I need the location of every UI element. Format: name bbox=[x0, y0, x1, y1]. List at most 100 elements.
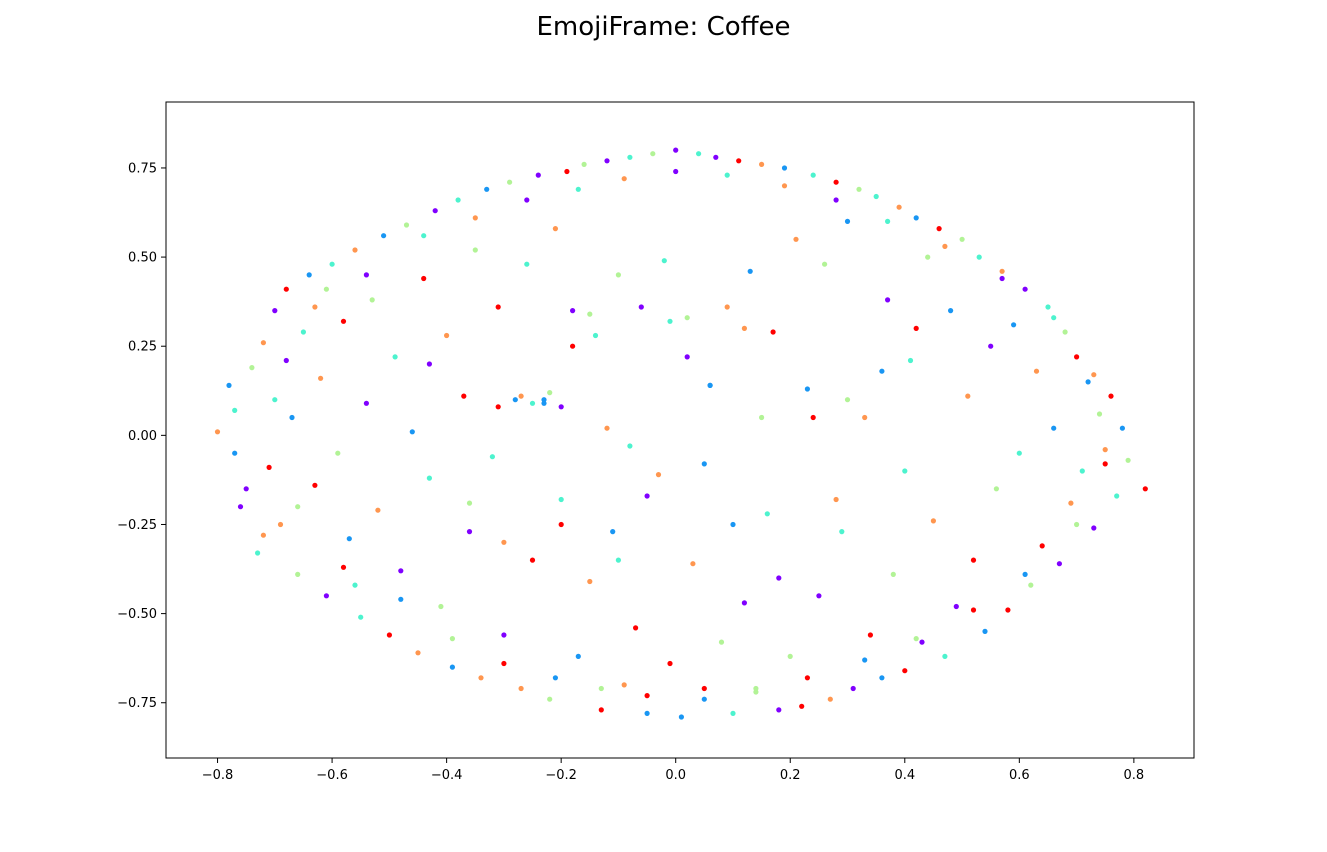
scatter-point bbox=[816, 593, 822, 599]
scatter-point bbox=[581, 161, 587, 167]
scatter-point bbox=[449, 664, 455, 670]
scatter-point bbox=[1079, 468, 1085, 474]
scatter-point bbox=[1011, 322, 1017, 328]
scatter-point bbox=[730, 710, 736, 717]
scatter-point bbox=[1102, 447, 1108, 453]
scatter-point bbox=[810, 172, 816, 178]
scatter-point bbox=[759, 414, 765, 421]
scatter-point bbox=[363, 400, 369, 406]
scatter-point bbox=[340, 564, 347, 570]
scatter-point bbox=[489, 454, 495, 460]
scatter-point bbox=[409, 429, 415, 435]
x-tick-label: 0.8 bbox=[1124, 768, 1145, 783]
scatter-point bbox=[1051, 425, 1057, 431]
scatter-point bbox=[466, 500, 473, 506]
y-axis: −0.75 −0.50 −0.25 0.00 0.25 0.50 0.75 bbox=[117, 161, 166, 711]
scatter-point bbox=[592, 332, 599, 339]
scatter-point bbox=[638, 304, 644, 310]
scatter-point bbox=[386, 632, 392, 638]
scatter-point bbox=[558, 521, 564, 528]
scatter-point bbox=[283, 357, 289, 364]
scatter-point bbox=[438, 603, 444, 610]
scatter-point bbox=[358, 614, 364, 620]
scatter-point bbox=[844, 397, 851, 403]
scatter-point bbox=[529, 557, 536, 563]
scatter-point bbox=[329, 261, 335, 267]
scatter-point bbox=[724, 304, 730, 310]
scatter-point bbox=[352, 247, 358, 253]
scatter-point bbox=[793, 236, 799, 242]
x-tick-label: 0.6 bbox=[1009, 768, 1030, 783]
scatter-point bbox=[552, 675, 559, 681]
scatter-point bbox=[421, 275, 427, 282]
scatter-point bbox=[547, 390, 553, 396]
scatter-point bbox=[753, 685, 759, 692]
scatter-point bbox=[260, 340, 266, 346]
scatter-point bbox=[999, 268, 1005, 274]
scatter-point bbox=[885, 218, 891, 224]
scatter-point bbox=[249, 365, 255, 371]
scatter-point bbox=[558, 404, 564, 410]
scatter-point bbox=[421, 233, 427, 239]
scatter-point bbox=[850, 685, 856, 692]
scatter-point bbox=[570, 343, 576, 349]
scatter-point bbox=[472, 247, 478, 253]
scatter-point bbox=[214, 429, 221, 435]
scatter-point bbox=[1085, 379, 1091, 385]
scatter-point bbox=[535, 172, 541, 178]
scatter-point bbox=[403, 222, 410, 228]
scatter-point bbox=[449, 636, 455, 642]
scatter-point bbox=[764, 511, 770, 517]
scatter-point bbox=[272, 308, 278, 314]
scatter-point bbox=[776, 707, 782, 713]
scatter-point bbox=[587, 578, 593, 585]
scatter-point bbox=[552, 226, 559, 232]
scatter-point bbox=[558, 496, 564, 503]
scatter-point bbox=[237, 504, 244, 510]
scatter-point bbox=[644, 493, 650, 499]
scatter-point bbox=[255, 550, 261, 556]
scatter-point bbox=[948, 308, 954, 314]
scatter-point bbox=[833, 496, 839, 503]
scatter-point bbox=[312, 304, 318, 310]
scatter-point bbox=[289, 414, 295, 421]
scatter-point bbox=[896, 204, 902, 210]
scatter-point bbox=[615, 557, 622, 563]
scatter-point bbox=[633, 625, 639, 631]
scatter-point bbox=[575, 653, 581, 660]
scatter-point bbox=[323, 286, 329, 292]
scatter-point bbox=[323, 593, 329, 599]
scatter-point bbox=[982, 628, 988, 635]
scatter-point bbox=[759, 161, 765, 167]
scatter-point bbox=[501, 632, 507, 638]
scatter-point bbox=[707, 382, 713, 388]
scatter-point bbox=[335, 450, 341, 456]
scatter-point bbox=[730, 521, 736, 528]
x-tick-label: −0.2 bbox=[545, 768, 577, 783]
scatter-point bbox=[879, 675, 885, 681]
scatter-point bbox=[598, 707, 604, 713]
scatter-point bbox=[810, 414, 816, 421]
scatter-point bbox=[283, 286, 289, 292]
scatter-point bbox=[541, 397, 547, 403]
scatter-point bbox=[913, 215, 919, 221]
scatter-point bbox=[1056, 561, 1062, 567]
scatter-point bbox=[587, 311, 593, 317]
scatter-point bbox=[260, 532, 266, 538]
scatter-point bbox=[295, 504, 301, 510]
scatter-point bbox=[741, 325, 748, 331]
scatter-point bbox=[724, 172, 730, 178]
scatter-point bbox=[272, 397, 278, 403]
scatter-point bbox=[564, 168, 570, 175]
scatter-point bbox=[673, 168, 679, 175]
chart-title: EmojiFrame: Coffee bbox=[536, 12, 791, 42]
x-tick-label: −0.6 bbox=[316, 768, 348, 783]
scatter-point bbox=[833, 179, 839, 185]
scatter-point bbox=[415, 650, 421, 656]
scatter-point bbox=[1142, 486, 1148, 492]
scatter-point bbox=[907, 357, 914, 364]
y-tick-label: 0.75 bbox=[128, 161, 157, 176]
scatter-point bbox=[598, 685, 604, 692]
scatter-point bbox=[919, 639, 925, 645]
